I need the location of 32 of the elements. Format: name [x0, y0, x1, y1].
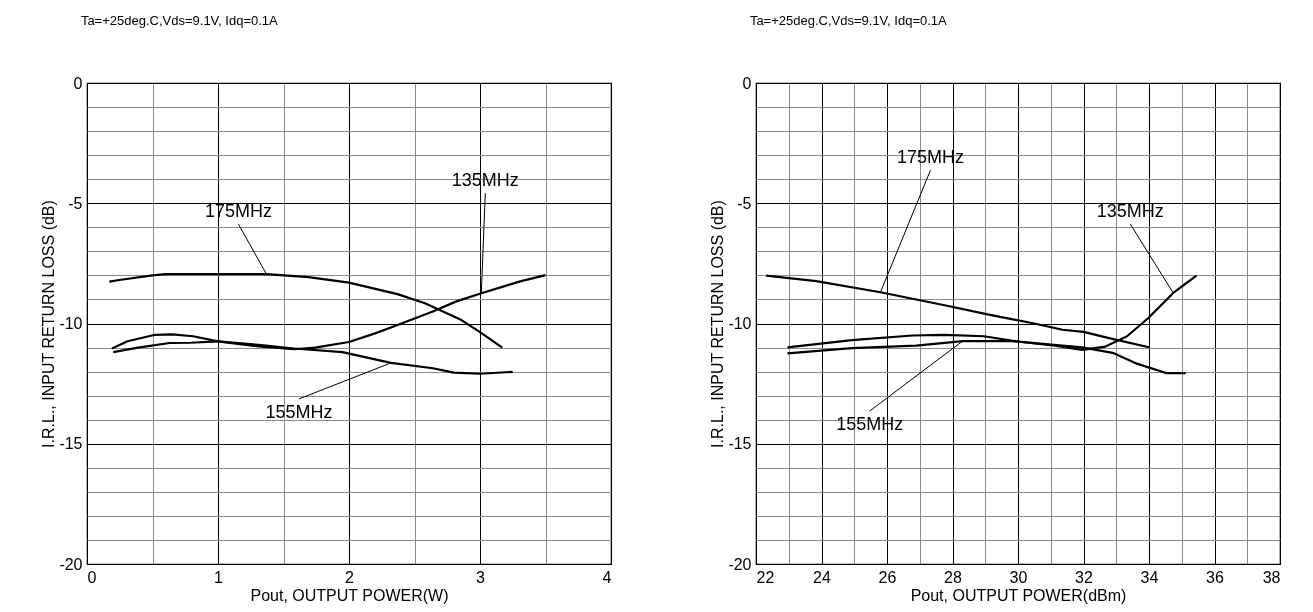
chart-title: Ta=+25deg.C,Vds=9.1V, Idq=0.1A	[749, 13, 948, 28]
y-axis-title: I.R.L., INPUT RETURN LOSS (dB)	[709, 200, 727, 448]
y-tick-label: -10	[728, 315, 752, 332]
y-tick-label: -20	[728, 555, 752, 573]
y-tick-label: 0	[73, 74, 83, 92]
x-tick-label: 24	[813, 568, 831, 586]
text: 155MHz	[836, 414, 904, 435]
x-tick-label: 30	[1009, 568, 1028, 586]
text: 155MHz	[265, 401, 333, 422]
y-tick-label: -5	[68, 194, 83, 212]
x-axis-title: Pout, OUTPUT POWER(W)	[250, 586, 449, 604]
x-tick-label: 22	[756, 568, 775, 586]
x-tick-label: 3	[476, 568, 486, 586]
x-axis-title: Pout, OUTPUT POWER(dBm)	[910, 586, 1127, 604]
y-axis-title: I.R.L., INPUT RETURN LOSS (dB)	[40, 200, 58, 448]
y-tick-label: -15	[728, 435, 752, 453]
x-tick-label: 4	[602, 568, 612, 586]
x-tick-label: 38	[1262, 568, 1281, 586]
x-tick-label: 26	[878, 568, 897, 586]
chart-title: Ta=+25deg.C,Vds=9.1V, Idq=0.1A	[80, 13, 279, 28]
x-tick-label: 2	[345, 568, 355, 586]
y-tick-label: -20	[59, 555, 83, 573]
x-tick-label: 28	[944, 568, 962, 586]
x-tick-label: 1	[214, 568, 224, 586]
x-tick-label: 34	[1140, 568, 1159, 586]
y-tick-label: 0	[742, 74, 752, 92]
x-tick-label: 0	[87, 568, 97, 586]
y-tick-label: -5	[737, 194, 752, 212]
y-tick-label: -10	[59, 315, 83, 332]
x-tick-label: 32	[1075, 568, 1093, 586]
y-tick-label: -15	[59, 435, 83, 453]
x-tick-label: 36	[1206, 568, 1224, 586]
